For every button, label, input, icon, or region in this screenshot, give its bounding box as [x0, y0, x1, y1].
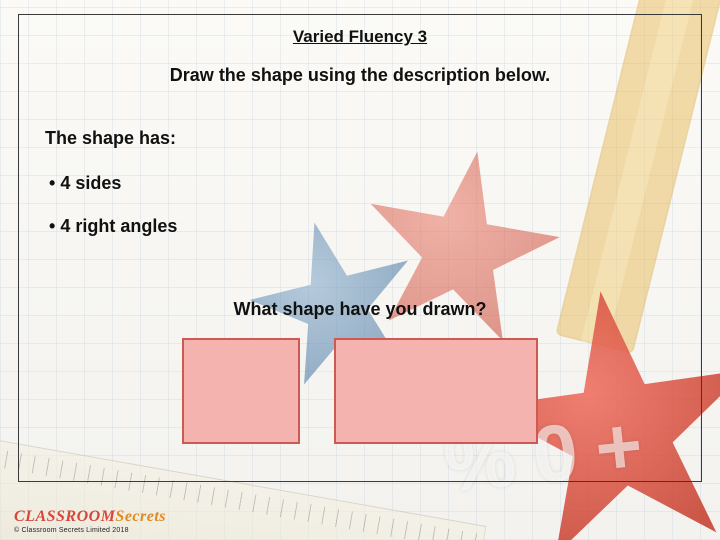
answer-square	[182, 338, 300, 444]
question-text: What shape have you drawn?	[45, 299, 675, 320]
answer-rectangle	[334, 338, 538, 444]
bullet-item: 4 right angles	[49, 216, 675, 237]
bullet-list: 4 sides 4 right angles	[49, 173, 675, 259]
instruction-text: Draw the shape using the description bel…	[45, 65, 675, 86]
copyright-text: © Classroom Secrets Limited 2018	[14, 527, 166, 534]
bullet-item: 4 sides	[49, 173, 675, 194]
answer-shapes-row	[45, 338, 675, 444]
footer: CLASSROOMSecrets © Classroom Secrets Lim…	[14, 509, 166, 534]
brand-logo: CLASSROOMSecrets	[14, 509, 166, 525]
brand-left: CLASSROOM	[14, 508, 115, 525]
slide-title: Varied Fluency 3	[45, 27, 675, 47]
brand-right: Secrets	[115, 508, 166, 525]
content-card: Varied Fluency 3 Draw the shape using th…	[18, 14, 702, 482]
lead-text: The shape has:	[45, 128, 675, 149]
